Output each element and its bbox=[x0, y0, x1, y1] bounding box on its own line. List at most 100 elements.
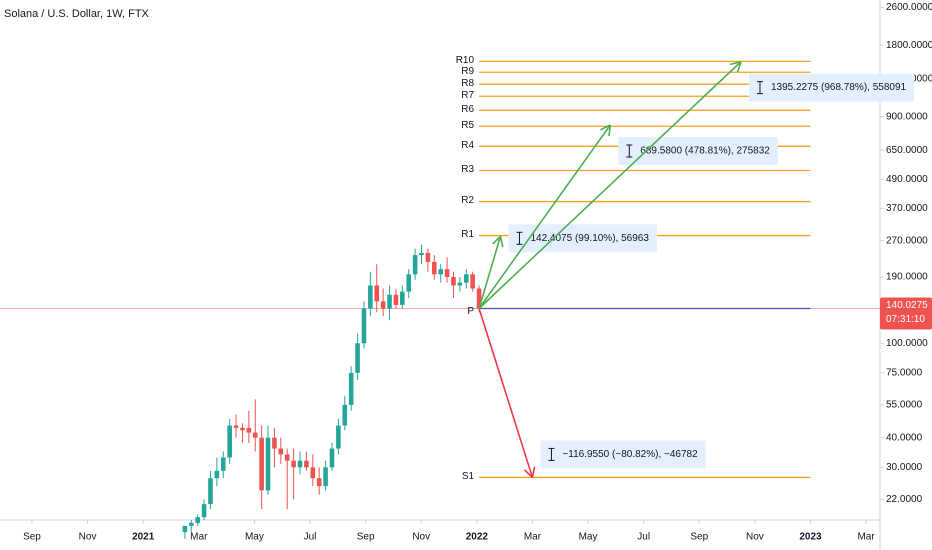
candle-body bbox=[348, 372, 354, 405]
candle-body bbox=[227, 425, 232, 458]
measure-label: 1395.2275 (968.78%), 558091 bbox=[771, 82, 907, 93]
x-tick-label: Nov bbox=[746, 532, 764, 543]
x-tick-label: 2023 bbox=[799, 532, 822, 543]
pivot-label: R8 bbox=[461, 78, 474, 89]
candle-body bbox=[451, 277, 456, 286]
candle-body bbox=[259, 437, 264, 491]
candle-body bbox=[214, 470, 220, 479]
candle-body bbox=[265, 437, 271, 491]
candle-body bbox=[336, 425, 341, 449]
measure-label: −116.9550 (−80.82%), −46782 bbox=[562, 449, 698, 460]
pivot-label: R10 bbox=[456, 55, 475, 66]
candle-body bbox=[342, 404, 348, 426]
x-tick-label: Sep bbox=[690, 532, 708, 543]
pivot-label: P bbox=[467, 306, 474, 317]
candle-body bbox=[419, 252, 424, 256]
candle-body bbox=[463, 274, 469, 283]
measure-arrow bbox=[478, 61, 742, 310]
pivot-label: R6 bbox=[461, 104, 474, 115]
candle-body bbox=[432, 261, 437, 275]
x-tick-label: Sep bbox=[23, 532, 41, 543]
candle-body bbox=[368, 285, 373, 309]
candle-body bbox=[400, 291, 405, 305]
candle-body bbox=[284, 454, 290, 461]
candle-body bbox=[323, 467, 328, 487]
candle-body bbox=[355, 343, 360, 373]
candle-body bbox=[406, 274, 412, 292]
y-tick-label: 490.0000 bbox=[886, 174, 928, 185]
candle-body bbox=[272, 437, 277, 449]
measure-arrow bbox=[478, 236, 502, 309]
pivot-label: R4 bbox=[461, 140, 474, 151]
candle-body bbox=[444, 269, 450, 278]
candle-body bbox=[201, 504, 207, 518]
candle-body bbox=[182, 525, 188, 533]
pivot-label: R7 bbox=[461, 90, 474, 101]
candle-body bbox=[374, 285, 380, 302]
x-tick-label: 2022 bbox=[466, 532, 489, 543]
candle-body bbox=[476, 288, 482, 309]
x-tick-label: Mar bbox=[524, 532, 542, 543]
y-tick-label: 650.0000 bbox=[886, 145, 928, 156]
measure-box bbox=[540, 440, 706, 469]
measure-box bbox=[618, 137, 778, 166]
x-tick-label: Mar bbox=[190, 532, 208, 543]
candle-body bbox=[297, 460, 303, 468]
x-tick-label: May bbox=[579, 532, 598, 543]
x-tick-label: Jul bbox=[637, 532, 650, 543]
y-tick-label: 2600.0000 bbox=[886, 2, 932, 13]
candle-body bbox=[438, 269, 443, 275]
arrow-head bbox=[492, 235, 502, 245]
candle-body bbox=[425, 252, 431, 262]
pivot-label: R9 bbox=[461, 66, 474, 77]
measure-label: 142.4075 (99.10%), 56963 bbox=[530, 233, 649, 244]
y-tick-label: 75.0000 bbox=[886, 367, 923, 378]
last-price-label: 140.0275 bbox=[886, 300, 928, 311]
pivot-label: S1 bbox=[462, 471, 475, 482]
y-tick-label: 55.0000 bbox=[886, 399, 923, 410]
chart-title: Solana / U.S. Dollar, 1W, FTX bbox=[4, 8, 150, 20]
y-tick-label: 40.0000 bbox=[886, 432, 923, 443]
x-tick-label: Sep bbox=[357, 532, 375, 543]
measure-arrow bbox=[478, 308, 534, 478]
x-tick-label: Nov bbox=[412, 532, 430, 543]
measure-label: 689.5800 (478.81%), 275832 bbox=[640, 146, 770, 157]
arrow-head bbox=[736, 61, 742, 73]
candle-body bbox=[470, 274, 475, 289]
candle-body bbox=[329, 448, 335, 468]
candle-body bbox=[316, 478, 322, 487]
candle-body bbox=[393, 294, 399, 305]
candle-body bbox=[195, 517, 200, 523]
arrow-head bbox=[730, 60, 742, 66]
y-tick-label: 30.0000 bbox=[886, 462, 923, 473]
candle-body bbox=[240, 427, 245, 431]
last-price-box bbox=[880, 297, 932, 330]
x-tick-label: May bbox=[245, 532, 264, 543]
y-tick-label: 270.0000 bbox=[886, 235, 928, 246]
measure-arrow bbox=[478, 124, 611, 309]
pivot-label: R1 bbox=[461, 229, 474, 240]
candle-body bbox=[380, 301, 386, 309]
x-tick-label: Jul bbox=[304, 532, 317, 543]
candle-body bbox=[246, 427, 252, 433]
y-tick-label: 190.0000 bbox=[886, 272, 928, 283]
arrow-head bbox=[531, 466, 536, 478]
candle-body bbox=[304, 460, 309, 468]
candle-body bbox=[457, 282, 463, 286]
candle-body bbox=[412, 255, 418, 275]
x-tick-label: Mar bbox=[857, 532, 875, 543]
candle-body bbox=[291, 460, 296, 468]
candle-body bbox=[278, 448, 284, 455]
candle-body bbox=[220, 457, 226, 471]
arrow-head bbox=[523, 469, 534, 479]
candle-body bbox=[252, 432, 258, 438]
arrow-head bbox=[600, 124, 611, 131]
y-tick-label: 100.0000 bbox=[886, 338, 928, 349]
candle-body bbox=[361, 308, 367, 344]
y-tick-label: 1800.0000 bbox=[886, 40, 932, 51]
y-tick-label: 370.0000 bbox=[886, 203, 928, 214]
y-tick-label: 900.0000 bbox=[886, 111, 928, 122]
candle-body bbox=[188, 522, 194, 526]
x-tick-label: 2021 bbox=[132, 532, 155, 543]
measure-box bbox=[748, 73, 915, 102]
